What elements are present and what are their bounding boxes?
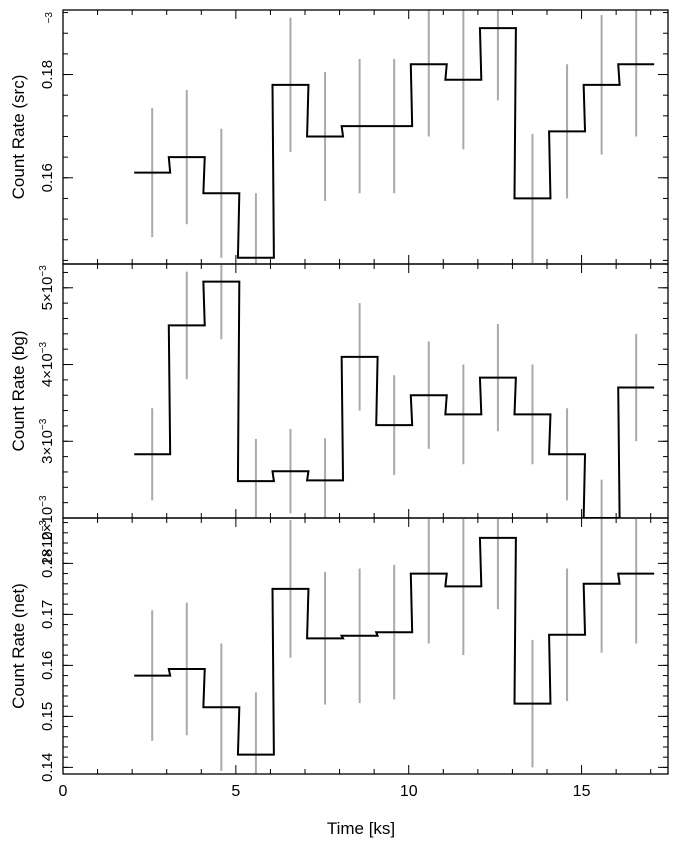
step-line (134, 536, 655, 756)
x-axis-label: Time [ks] (327, 819, 395, 838)
y-tick-label: 0.17 (39, 600, 56, 629)
y-tick-label: 3×10−3 (38, 418, 56, 464)
x-tick-label: 10 (400, 783, 418, 800)
step-line (134, 280, 655, 518)
x-tick-label: 5 (231, 783, 240, 800)
panel-frame (62, 9, 669, 265)
y-axis-label: Count Rate (bg) (9, 331, 28, 452)
panel-data (134, 518, 655, 774)
y-tick-label: 0.18 (39, 549, 56, 578)
panel-src: 0.16 0.18 −3 Count Rate (src) (9, 9, 669, 265)
panel-frame (62, 517, 669, 775)
y-tick-label: 0.15 (39, 702, 56, 731)
y-tick-label: 4×10−3 (38, 341, 56, 387)
y-tick-label: 5×10−3 (38, 265, 56, 311)
y-tick-label: 0.16 (39, 163, 56, 192)
y-tick-label: 2×10−3 (38, 495, 56, 541)
x-tick-label: 15 (573, 783, 591, 800)
y-axis-label: Count Rate (net) (9, 583, 28, 709)
y-tick-label: 0.18 (39, 60, 56, 89)
y-tick-label: 0.14 (39, 753, 56, 782)
y-axis-label: Count Rate (src) (9, 75, 28, 200)
panel-net: 0.14 0.15 0.16 0.17 0.182×10−3 Count Rate (ne… (9, 517, 669, 800)
panel-data (134, 264, 655, 518)
y-corner-label: 2×10−3 (38, 520, 56, 566)
panel-frame (62, 263, 669, 519)
y-corner-label: −3 (44, 12, 55, 24)
panel-data (134, 10, 655, 264)
y-tick-label: 0.16 (39, 651, 56, 680)
panel-bg: 2×10−3 3×10−3 4×10−3 5×10−3 Count Rate (bg) (9, 263, 669, 541)
step-line (134, 27, 655, 259)
x-tick-label: 0 (59, 783, 68, 800)
